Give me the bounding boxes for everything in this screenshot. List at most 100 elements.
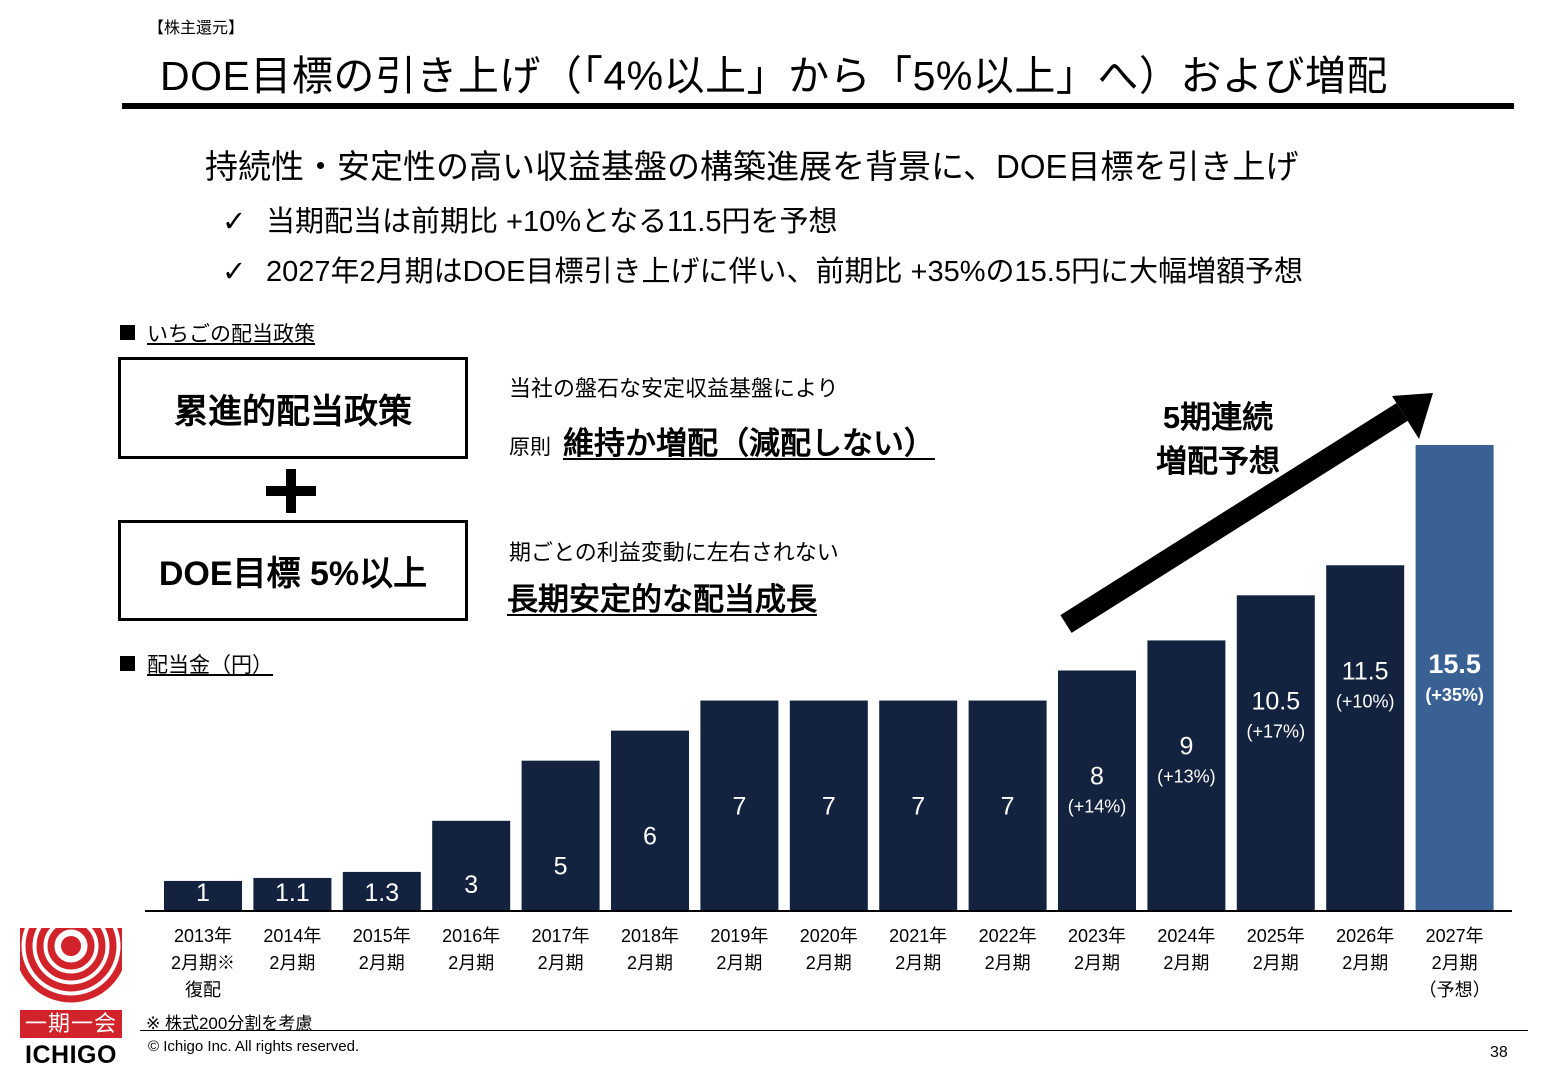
bar-value-label: 1 [196,879,210,907]
x-tick-label: 2月期 [1163,953,1209,973]
ichigo-logo: 一期一会 ICHIGO [20,928,122,1069]
logo-mark-icon [20,928,122,1003]
x-tick-label: 2016年 [442,926,500,946]
x-tick-label: 2月期 [1074,953,1120,973]
section-label: いちごの配当政策 [147,323,315,346]
bar-value-label: 6 [643,823,657,851]
consecutive-increase-label: 5期連続 増配予想 [1118,396,1318,484]
x-tick-label: 2月期 [716,953,762,973]
logo-kanji: 一期一会 [20,1010,122,1038]
x-tick-label: 2月期 [1432,953,1478,973]
principle-label: 原則 [509,436,551,459]
section-tag: 【株主還元】 [148,20,245,37]
x-tick-label: 2月期 [538,953,584,973]
bar-growth-label: (+10%) [1336,691,1395,711]
check-icon: ✓ [222,256,247,288]
doe-target-box: DOE目標 5%以上 [118,520,468,621]
footer-divider [140,1030,1528,1031]
policy-desc-1-bold: 維持か増配（減配しない） [563,426,935,461]
bar-value-label: 3 [464,871,478,899]
box-label: 累進的配当政策 [174,392,412,431]
bar-growth-label: (+17%) [1247,721,1306,741]
x-tick-label: 2月期 [269,953,315,973]
x-tick-label: 2月期 [1342,953,1388,973]
x-tick-label: 2月期※ [171,953,235,973]
x-tick-label: 2月期 [806,953,852,973]
bar-5 [611,730,689,911]
bullet-current-dividend: ✓ 当期配当は前期比 +10%となる11.5円を予想 [222,198,837,240]
square-bullet-icon [120,325,135,340]
lead-statement: 持続性・安定性の高い収益基盤の構築進展を背景に、DOE目標を引き上げ [205,148,1299,185]
bar-growth-label: (+14%) [1068,796,1127,816]
bar-11 [1147,640,1226,911]
x-tick-label: 2月期 [448,953,494,973]
bar-value-label: 7 [822,793,836,821]
bar-value-label: 15.5 [1428,649,1481,679]
bar-0 [164,880,242,911]
bar-growth-label: (+35%) [1425,685,1484,705]
dividend-section-heading: 配当金（円） [120,649,273,679]
plus-icon [266,469,316,513]
arrow-label-line-1: 5期連続 [1162,400,1274,435]
bar-2 [342,871,421,911]
bar-3 [432,820,511,911]
x-tick-label: 2022年 [979,926,1037,946]
bullet-text: 当期配当は前期比 +10%となる11.5円を予想 [266,206,838,238]
x-tick-label: 2021年 [889,926,947,946]
page-number: 38 [1490,1044,1508,1061]
growth-arrow-icon [1060,393,1433,633]
arrow-label-line-2: 増配予想 [1156,444,1280,479]
bar-value-label: 1.1 [275,879,310,907]
x-tick-label: 2018年 [621,926,679,946]
bar-6 [700,700,779,911]
policy-section-heading: いちごの配当政策 [120,318,315,348]
bullet-next-dividend: ✓ 2027年2月期はDOE目標引き上げに伴い、前期比 +35%の15.5円に大幅… [222,248,1303,290]
policy-desc-1-main: 原則 維持か増配（減配しない） [509,418,935,463]
check-icon: ✓ [222,206,247,238]
bar-10 [1058,670,1136,911]
x-tick-label: 2025年 [1247,926,1305,946]
policy-desc-2-small: 期ごとの利益変動に左右されない [509,540,839,565]
x-tick-label: 2017年 [532,926,590,946]
bar-13 [1326,565,1405,911]
x-tick-label: 復配 [185,980,221,1000]
x-tick-label: 2026年 [1336,926,1394,946]
bar-1 [253,877,332,911]
bar-value-label: 8 [1090,762,1104,790]
x-tick-label: 2月期 [359,953,405,973]
policy-desc-2-bold: 長期安定的な配当成長 [507,582,817,617]
bar-value-label: 7 [911,793,925,821]
progressive-dividend-box: 累進的配当政策 [118,357,468,459]
bar-value-label: 11.5 [1342,657,1389,685]
bar-9 [968,700,1047,911]
split-footnote: ※ 株式200分割を考慮 [146,1014,313,1033]
bar-value-label: 10.5 [1251,687,1300,715]
bar-value-label: 7 [1001,793,1015,821]
x-tick-label: 2013年 [174,926,232,946]
bar-12 [1236,595,1315,911]
bar-8 [879,700,958,911]
box-label: DOE目標 5%以上 [158,555,428,593]
title-divider [122,103,1514,109]
copyright: © Ichigo Inc. All rights reserved. [148,1038,360,1055]
bar-value-label: 1.3 [364,879,399,907]
page-title: DOE目標の引き上げ（「4%以上」から「5%以上」へ）および増配 [160,53,1388,99]
section-label: 配当金（円） [147,654,273,677]
x-tick-label: 2月期 [895,953,941,973]
bullet-text: 2027年2月期はDOE目標引き上げに伴い、前期比 +35%の15.5円に大幅増… [266,256,1303,288]
x-tick-label: 2027年 [1426,926,1484,946]
bar-value-label: 9 [1179,732,1193,760]
bar-growth-label: (+13%) [1157,766,1216,786]
x-tick-label: 2024年 [1157,926,1215,946]
x-tick-label: 2019年 [710,926,768,946]
bar-value-label: 5 [554,853,568,881]
policy-desc-1-small: 当社の盤石な安定収益基盤により [509,376,839,401]
bar-14 [1415,445,1494,911]
x-tick-label: 2020年 [800,926,858,946]
logo-wordmark: ICHIGO [25,1041,117,1069]
bar-value-label: 7 [732,793,746,821]
x-tick-label: 2014年 [263,926,321,946]
bar-4 [521,760,600,911]
square-bullet-icon [120,656,135,671]
